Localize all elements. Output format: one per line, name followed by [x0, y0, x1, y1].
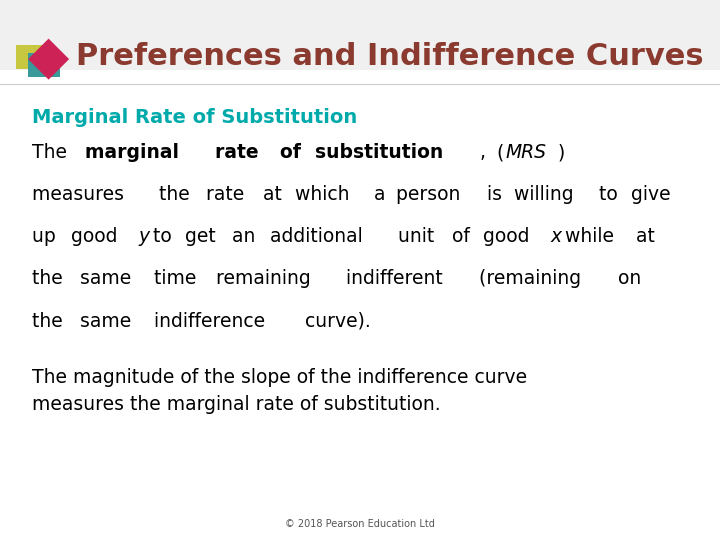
Text: which: which: [295, 185, 356, 204]
Text: give: give: [631, 185, 676, 204]
Text: measures: measures: [32, 185, 130, 204]
Text: up: up: [32, 227, 62, 246]
Text: unit: unit: [397, 227, 440, 246]
Text: remaining: remaining: [216, 269, 317, 288]
Text: to: to: [153, 227, 178, 246]
Text: additional: additional: [270, 227, 369, 246]
Text: an: an: [233, 227, 261, 246]
Text: same: same: [80, 269, 137, 288]
Text: good: good: [483, 227, 536, 246]
Text: rate: rate: [206, 185, 251, 204]
FancyBboxPatch shape: [27, 53, 60, 77]
FancyBboxPatch shape: [0, 0, 720, 70]
Text: (remaining: (remaining: [479, 269, 587, 288]
Text: rate: rate: [215, 143, 265, 162]
Text: person: person: [396, 185, 467, 204]
Text: good: good: [71, 227, 123, 246]
Text: to: to: [599, 185, 624, 204]
Text: same: same: [80, 312, 137, 330]
Text: ): ): [559, 143, 572, 162]
Text: The magnitude of the slope of the indifference curve
measures the marginal rate : The magnitude of the slope of the indiff…: [32, 368, 528, 414]
Text: at: at: [264, 185, 288, 204]
Text: ,: ,: [480, 143, 492, 162]
Polygon shape: [28, 38, 69, 79]
Text: © 2018 Pearson Education Ltd: © 2018 Pearson Education Ltd: [285, 519, 435, 529]
Text: of: of: [279, 143, 307, 162]
Text: willing: willing: [514, 185, 580, 204]
Text: The: The: [32, 143, 73, 162]
Text: y: y: [138, 227, 150, 246]
Text: curve).: curve).: [305, 312, 371, 330]
Text: Marginal Rate of Substitution: Marginal Rate of Substitution: [32, 108, 358, 127]
Text: at: at: [636, 227, 661, 246]
Text: the: the: [32, 312, 69, 330]
Text: get: get: [185, 227, 222, 246]
Text: on: on: [618, 269, 647, 288]
Text: substitution: substitution: [315, 143, 444, 162]
Text: MRS: MRS: [505, 143, 546, 162]
Text: of: of: [452, 227, 476, 246]
Text: is: is: [487, 185, 508, 204]
Text: indifferent: indifferent: [346, 269, 449, 288]
Text: Preferences and Indifference Curves: Preferences and Indifference Curves: [76, 42, 703, 71]
Text: time: time: [153, 269, 202, 288]
Text: the: the: [159, 185, 196, 204]
Text: marginal: marginal: [85, 143, 186, 162]
FancyBboxPatch shape: [16, 44, 49, 69]
Text: (: (: [496, 143, 503, 162]
Text: x: x: [551, 227, 562, 246]
Text: indifference: indifference: [153, 312, 271, 330]
Text: while: while: [565, 227, 620, 246]
Text: the: the: [32, 269, 69, 288]
Text: a: a: [374, 185, 391, 204]
